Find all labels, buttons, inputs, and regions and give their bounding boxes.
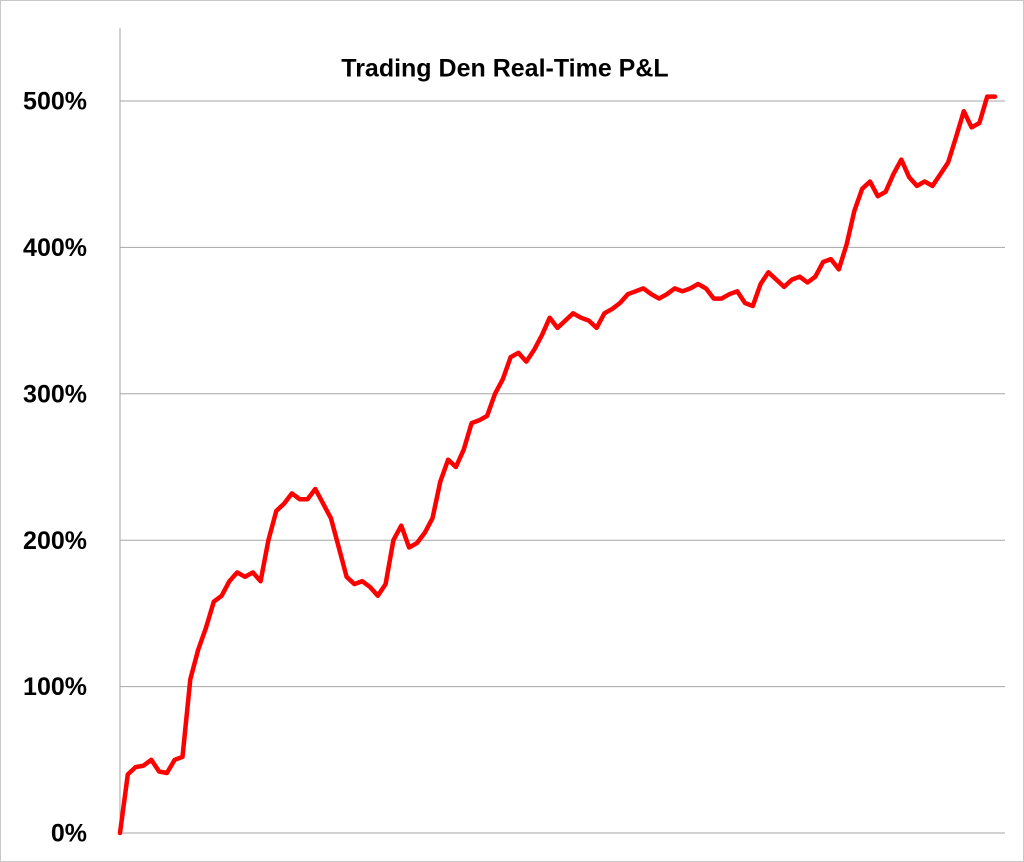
y-tick-label: 100% xyxy=(23,673,87,701)
line xyxy=(117,94,998,836)
y-tick-label: 400% xyxy=(23,234,87,262)
y-tick-label: 200% xyxy=(23,527,87,555)
y-tick-label: 0% xyxy=(51,820,87,848)
y-tick-label: 500% xyxy=(23,88,87,116)
y-tick-label: 300% xyxy=(23,380,87,408)
chart-title: Trading Den Real-Time P&L xyxy=(341,55,668,83)
